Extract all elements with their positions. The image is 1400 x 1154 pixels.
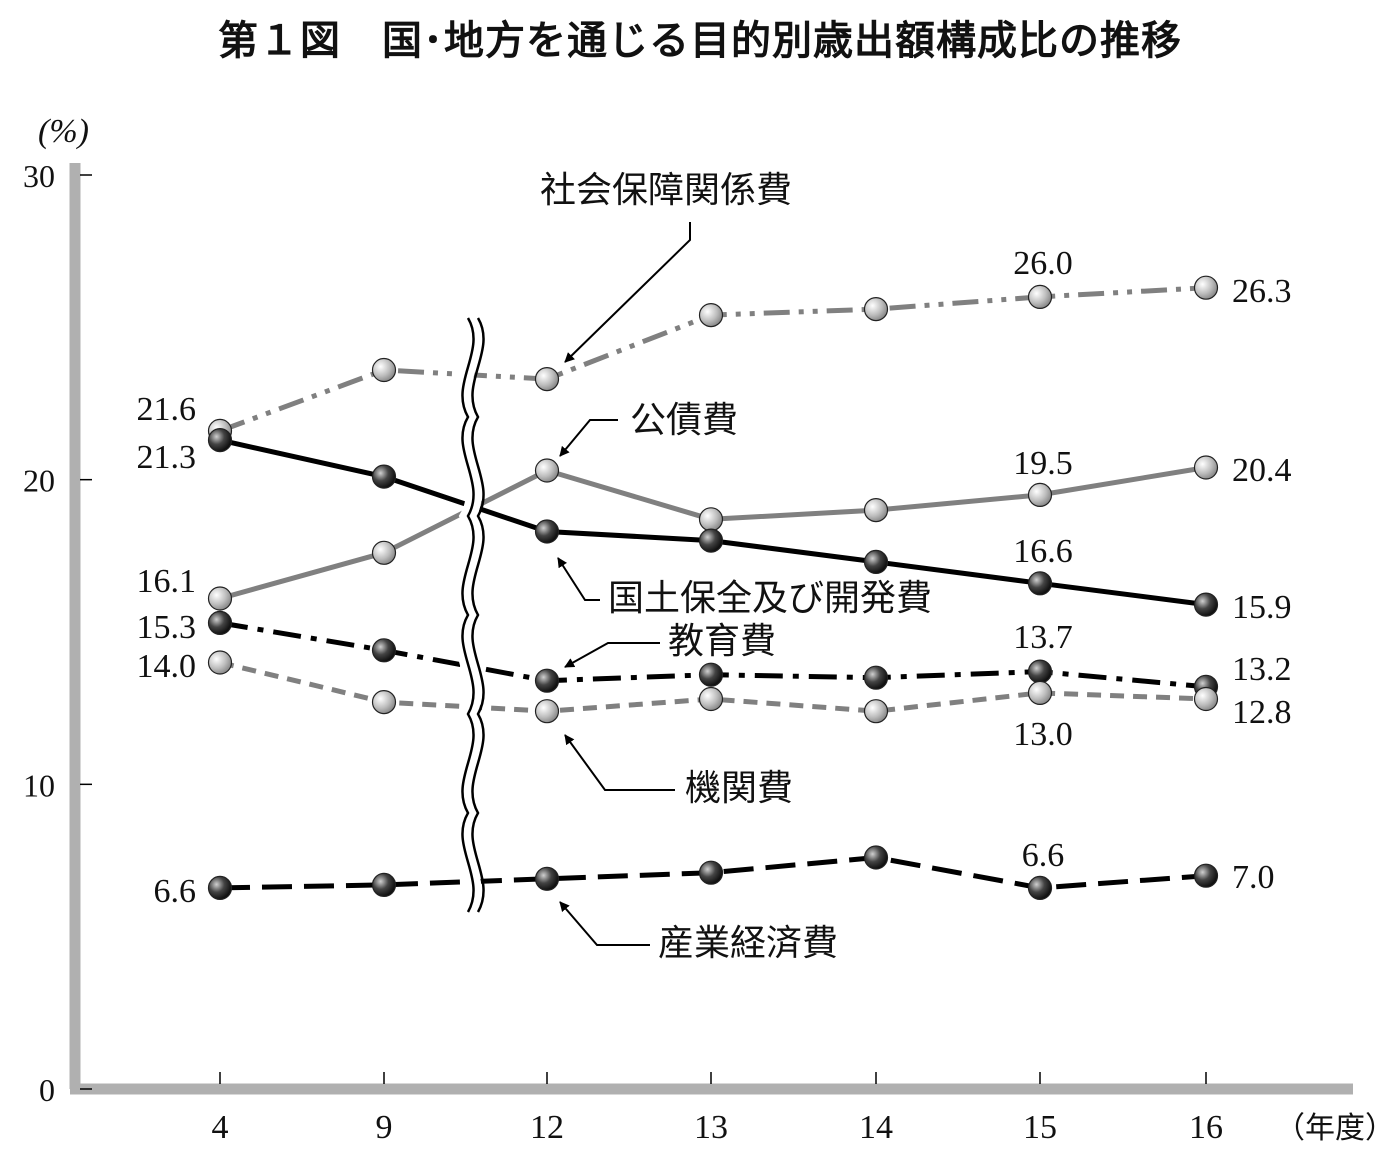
break-line-left: [461, 317, 475, 913]
data-point-1-3: [698, 507, 724, 532]
data-label-5-6: 7.0: [1232, 859, 1275, 896]
data-label-2-5: 16.6: [1013, 533, 1073, 570]
x-tick-label: 14: [859, 1109, 893, 1146]
data-label-4-6: 12.8: [1232, 694, 1292, 731]
y-axis-label: (%): [38, 113, 89, 150]
data-point-3-3: [698, 662, 724, 687]
data-label-5-0: 6.6: [154, 873, 197, 910]
data-point-5-3: [698, 860, 724, 885]
data-point-4-5: [1027, 680, 1053, 706]
data-point-5-6: [1193, 863, 1219, 888]
data-point-1-4: [863, 498, 889, 523]
data-point-1-5: [1027, 482, 1053, 507]
data-point-5-1: [371, 872, 397, 898]
series-callout-arrow-5: [559, 901, 650, 946]
data-point-4-2: [534, 699, 560, 724]
data-label-0-5: 26.0: [1013, 245, 1073, 282]
series-name-3: 教育費: [668, 621, 776, 662]
data-point-0-5: [1027, 284, 1053, 309]
x-tick-label: 16: [1189, 1109, 1223, 1146]
x-tick-label: 13: [694, 1109, 728, 1146]
data-label-3-6: 13.2: [1232, 651, 1292, 688]
y-tick-label: 30: [23, 158, 55, 194]
data-label-4-5: 13.0: [1013, 716, 1073, 753]
data-label-3-0: 15.3: [137, 609, 197, 646]
series-callout-arrow-4: [564, 734, 675, 791]
data-label-4-0: 14.0: [137, 648, 197, 685]
axes: 0 10 20 30 (%) 4 9 12 13 14 15 16 （年度）: [23, 113, 1395, 1146]
x-tick-label: 4: [212, 1109, 229, 1146]
series-callout-arrow-2: [557, 557, 600, 601]
data-point-2-3: [698, 528, 724, 553]
break-gap: [464, 316, 482, 914]
data-point-4-6: [1193, 686, 1219, 712]
y-tick-label: 20: [23, 463, 55, 499]
data-point-4-3: [698, 686, 724, 712]
series-markers: [207, 275, 1219, 901]
y-tick-label: 0: [39, 1072, 55, 1108]
data-point-4-1: [371, 689, 397, 715]
x-tick-label: 9: [376, 1109, 393, 1146]
data-point-0-3: [698, 303, 724, 328]
series-callout-arrow-1: [559, 419, 618, 457]
data-point-4-4: [863, 699, 889, 724]
data-point-1-0: [207, 586, 233, 611]
x-axis-label: （年度）: [1275, 1111, 1395, 1146]
data-labels: 21.6 26.0 26.3 16.1 19.5 20.4 21.3 16.6 15.9 15.3…: [137, 245, 1292, 910]
data-label-2-6: 15.9: [1232, 589, 1292, 626]
series-name-2: 国土保全及び開発費: [608, 578, 932, 619]
data-point-1-1: [371, 540, 397, 565]
data-point-3-4: [863, 665, 889, 690]
data-point-0-1: [371, 357, 397, 383]
data-label-0-0: 21.6: [137, 391, 197, 428]
data-point-3-5: [1027, 659, 1053, 684]
data-point-5-4: [863, 845, 889, 870]
series-name-0: 社会保障関係費: [540, 170, 792, 211]
data-point-4-0: [207, 650, 233, 675]
data-point-5-0: [207, 875, 233, 901]
x-tick-label: 12: [530, 1109, 564, 1146]
data-point-5-5: [1027, 875, 1053, 901]
series-callout-arrow-0: [564, 222, 691, 363]
data-point-2-5: [1027, 571, 1053, 596]
data-label-3-5: 13.7: [1013, 619, 1073, 656]
data-label-2-0: 21.3: [137, 439, 197, 476]
data-point-3-1: [371, 638, 397, 663]
data-point-2-6: [1193, 592, 1219, 617]
data-point-3-2: [534, 668, 560, 693]
data-label-0-6: 26.3: [1232, 273, 1292, 310]
series-callout-arrow-3: [564, 642, 660, 668]
chart-title: 第１図 国･地方を通じる目的別歳出額構成比の推移: [218, 18, 1182, 64]
data-label-5-5: 6.6: [1022, 837, 1065, 874]
data-point-2-2: [534, 519, 560, 544]
series-name-5: 産業経済費: [658, 923, 838, 964]
data-point-0-2: [534, 367, 560, 392]
axis-break-mark: [454, 313, 485, 916]
data-label-1-0: 16.1: [137, 563, 197, 600]
data-point-5-2: [534, 866, 560, 891]
data-point-0-6: [1193, 275, 1219, 300]
data-point-2-1: [371, 464, 397, 489]
data-label-1-5: 19.5: [1013, 445, 1073, 482]
data-label-1-6: 20.4: [1232, 452, 1292, 489]
series-name-4: 機関費: [685, 768, 793, 809]
data-point-2-0: [207, 428, 233, 453]
break-line-right: [471, 317, 485, 913]
y-tick-label: 10: [23, 767, 55, 803]
data-point-3-0: [207, 610, 233, 636]
series-name-1: 公債費: [630, 400, 738, 441]
data-point-0-4: [863, 297, 889, 322]
data-point-2-4: [863, 549, 889, 575]
data-point-1-2: [534, 458, 560, 483]
x-tick-label: 15: [1023, 1109, 1057, 1146]
data-point-1-6: [1193, 455, 1219, 480]
